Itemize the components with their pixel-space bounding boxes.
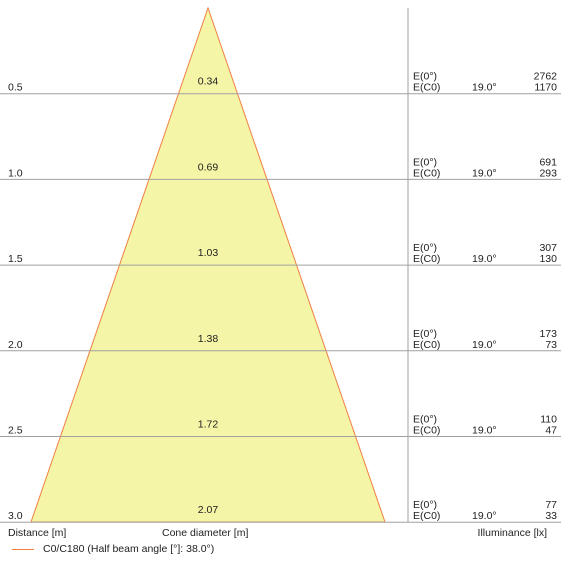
ec0-label: E(C0) [413,339,440,351]
distance-axis-label: Distance [m] [8,527,67,539]
ec0-value: 73 [545,339,557,351]
angle-label: 19.0° [472,339,497,351]
ec0-value: 293 [539,167,557,179]
cone-diameter-label: 2.07 [198,504,219,516]
angle-label: 19.0° [472,425,497,437]
e0-label: E(0°) [413,328,437,340]
ec0-value: 130 [539,253,557,265]
distance-label: 2.0 [8,339,23,351]
legend-label: C0/C180 (Half beam angle [°]: 38.0°) [43,543,215,555]
angle-label: 19.0° [472,82,497,94]
e0-label: E(0°) [413,156,437,168]
e0-label: E(0°) [413,242,437,254]
legend-line-swatch [12,548,34,550]
distance-label: 2.5 [8,425,23,437]
ec0-value: 47 [545,425,557,437]
angle-label: 19.0° [472,253,497,265]
angle-label: 19.0° [472,510,497,522]
distance-label: 1.0 [8,167,23,179]
ec0-label: E(C0) [413,167,440,179]
e0-value: 2762 [534,71,558,83]
legend: C0/C180 (Half beam angle [°]: 38.0°) [12,541,214,557]
distance-label: 1.5 [8,253,23,265]
e0-value: 173 [539,328,557,340]
illuminance-axis-label: Illuminance [lx] [477,527,547,539]
cone-diameter-label: 1.72 [198,419,219,431]
ec0-value: 1170 [534,82,557,94]
cone-diameter-axis-label: Cone diameter [m] [162,527,249,539]
ec0-value: 33 [545,510,557,522]
cone-diameter-label: 1.38 [198,333,219,345]
e0-label: E(0°) [413,71,437,83]
ec0-label: E(C0) [413,82,440,94]
e0-value: 691 [539,156,557,168]
e0-value: 110 [540,414,557,426]
distance-label: 0.5 [8,82,23,94]
angle-label: 19.0° [472,167,497,179]
ec0-label: E(C0) [413,510,440,522]
e0-label: E(0°) [413,414,437,426]
ec0-label: E(C0) [413,253,440,265]
distance-label: 3.0 [8,510,23,522]
e0-value: 77 [545,499,557,511]
e0-label: E(0°) [413,499,437,511]
cone-diameter-label: 0.69 [198,161,219,173]
e0-value: 307 [539,242,557,254]
cone-diameter-label: 0.34 [198,76,219,88]
cone-diameter-label: 1.03 [198,247,219,259]
ec0-label: E(C0) [413,425,440,437]
